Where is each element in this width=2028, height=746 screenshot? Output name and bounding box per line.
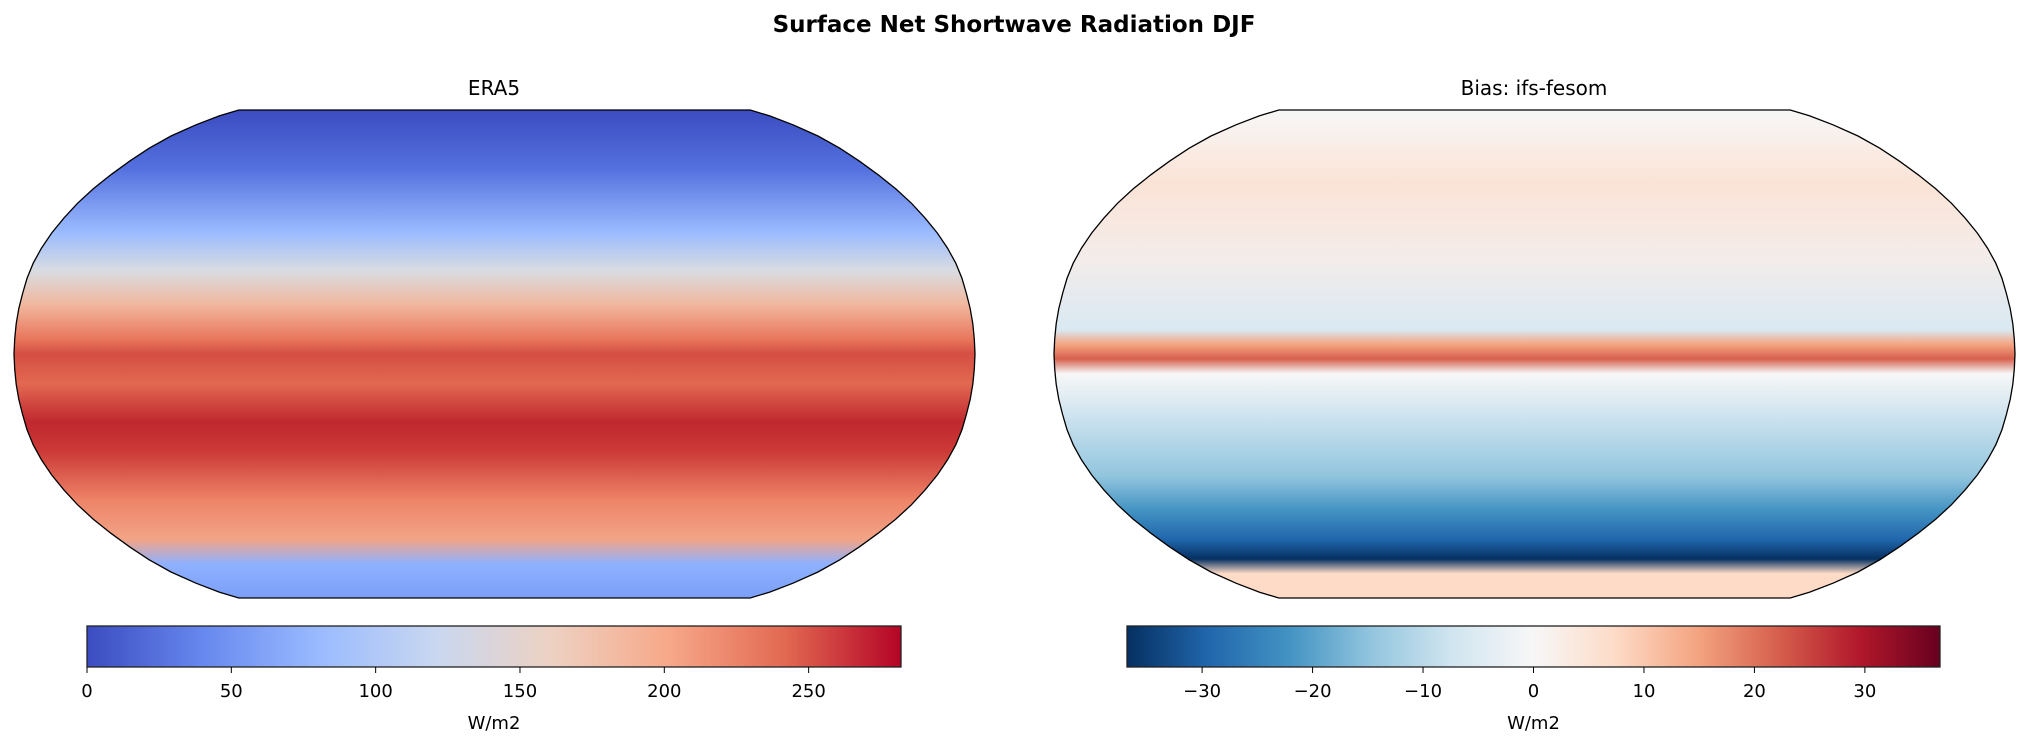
field-era5 [14, 110, 975, 598]
colorbar-label: W/m2 [1507, 713, 1560, 734]
colorbar-tick-label: 0 [1528, 681, 1539, 702]
colorbar-tick-label: 20 [1743, 681, 1766, 702]
colorbar-tick-label: 250 [791, 681, 825, 702]
colorbar-tick-label: 100 [358, 681, 392, 702]
colorbar-tick-label: 10 [1633, 681, 1656, 702]
bias-map [1054, 110, 2015, 598]
colorbar-tick-label: −30 [1183, 681, 1221, 702]
colorbar-label: W/m2 [468, 713, 521, 734]
colorbar-gradient [1126, 625, 1941, 668]
map-boundary [1053, 109, 2016, 599]
colorbar-era5: 0 50 100 150 200 250 W/m2 [81, 625, 902, 734]
colorbar-tick-label: −10 [1404, 681, 1442, 702]
era5-map [14, 110, 975, 598]
colorbar-tick-label: −20 [1294, 681, 1332, 702]
colorbar-tick-label: 200 [647, 681, 681, 702]
field-bias [1054, 110, 2015, 598]
colorbar-gradient [86, 625, 902, 668]
colorbar-bias: −30 −20 −10 0 10 20 30 W/m2 [1126, 625, 1941, 734]
map-boundary [13, 109, 976, 599]
colorbar-tick-label: 30 [1853, 681, 1876, 702]
colorbar-tick-label: 150 [503, 681, 537, 702]
panel-title-bias: Bias: ifs-fesom [1460, 76, 1608, 100]
colorbar-tick-label: 50 [220, 681, 243, 702]
panel-title-era5: ERA5 [467, 76, 521, 100]
colorbar-tick-label: 0 [81, 681, 92, 702]
figure-title: Surface Net Shortwave Radiation DJF [772, 12, 1256, 38]
